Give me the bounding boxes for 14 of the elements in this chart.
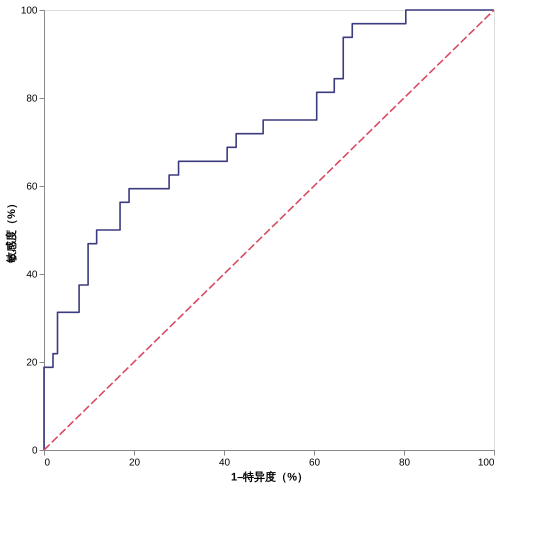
x-axis-title: 1–特异度（%） bbox=[230, 470, 308, 484]
y-tick-label: 0 bbox=[32, 446, 38, 456]
y-tick-label: 20 bbox=[26, 358, 38, 368]
y-tick-label: 40 bbox=[26, 270, 38, 280]
x-tick-label: 0 bbox=[44, 458, 50, 468]
x-tick-label: 20 bbox=[128, 458, 140, 468]
x-tick-label: 100 bbox=[478, 458, 495, 468]
x-tick-label: 40 bbox=[218, 458, 230, 468]
y-tick-label: 60 bbox=[26, 182, 38, 192]
x-tick-label: 80 bbox=[398, 458, 410, 468]
y-tick-label: 80 bbox=[26, 94, 38, 104]
y-axis-title: 敏感度（%） bbox=[4, 198, 18, 264]
x-tick-label: 60 bbox=[308, 458, 320, 468]
y-tick-label: 100 bbox=[20, 6, 38, 16]
